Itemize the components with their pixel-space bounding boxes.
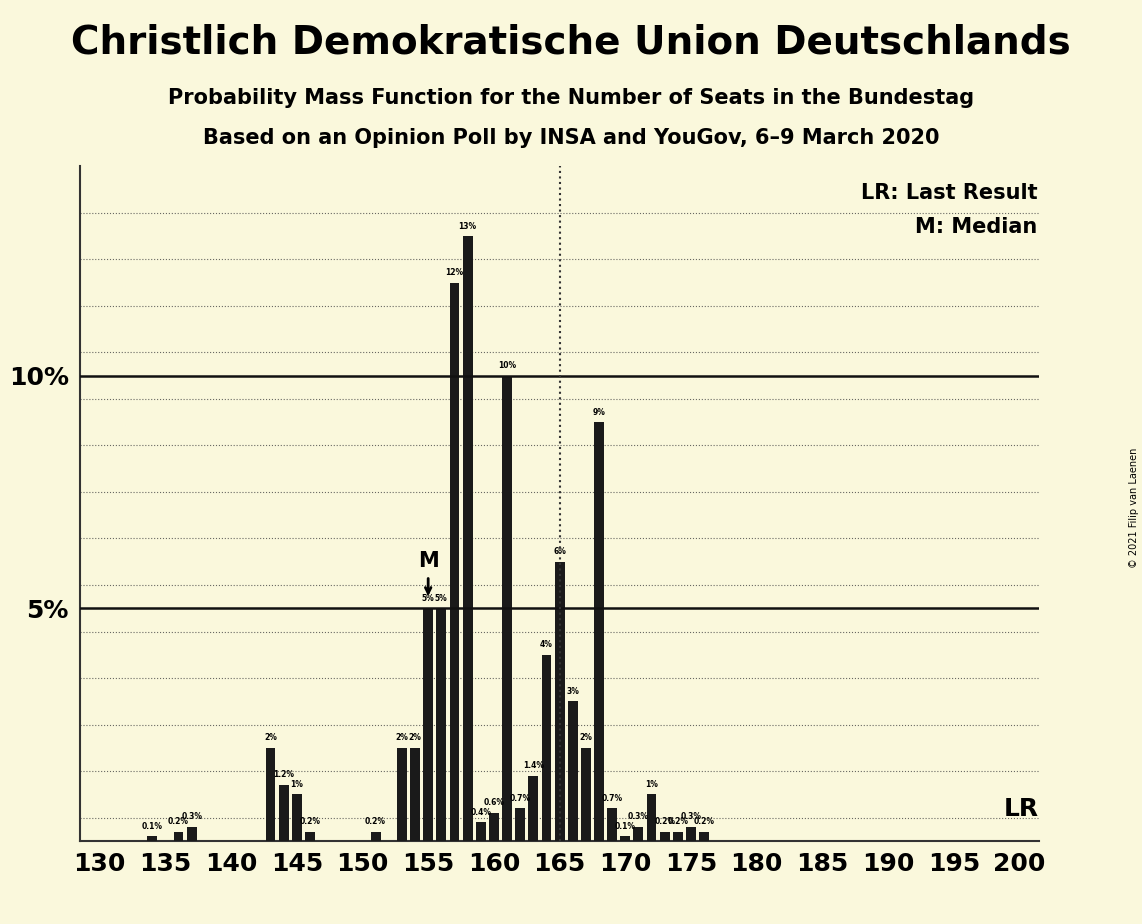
Text: 1.2%: 1.2% (273, 771, 295, 780)
Text: 2%: 2% (409, 734, 421, 742)
Text: 0.2%: 0.2% (365, 817, 386, 826)
Bar (594, 422, 604, 841)
Bar (266, 748, 275, 841)
Text: 0.2%: 0.2% (667, 817, 689, 826)
Text: © 2021 Filip van Laenen: © 2021 Filip van Laenen (1129, 448, 1139, 568)
Text: 0.3%: 0.3% (628, 812, 649, 821)
Text: Christlich Demokratische Union Deutschlands: Christlich Demokratische Union Deutschla… (71, 23, 1071, 61)
Bar (489, 813, 499, 841)
Text: 10%: 10% (498, 361, 516, 371)
Text: 1%: 1% (645, 780, 658, 789)
Bar (305, 832, 315, 841)
Text: 0.3%: 0.3% (182, 812, 202, 821)
Bar (581, 748, 590, 841)
Bar (371, 832, 380, 841)
Text: Probability Mass Function for the Number of Seats in the Bundestag: Probability Mass Function for the Number… (168, 88, 974, 108)
Bar (608, 808, 617, 841)
Bar (292, 795, 301, 841)
Text: 9%: 9% (593, 407, 605, 417)
Bar (568, 701, 578, 841)
Bar (186, 827, 196, 841)
Text: 12%: 12% (445, 268, 464, 277)
Bar (634, 827, 643, 841)
Bar (660, 832, 669, 841)
Text: 13%: 13% (459, 222, 476, 230)
Text: 0.3%: 0.3% (681, 812, 701, 821)
Text: M: Median: M: Median (915, 217, 1037, 237)
Text: 0.2%: 0.2% (299, 817, 321, 826)
Text: 0.4%: 0.4% (471, 808, 491, 817)
Bar (646, 795, 657, 841)
Bar (147, 836, 158, 841)
Text: LR: Last Result: LR: Last Result (861, 183, 1037, 203)
Text: 6%: 6% (553, 547, 566, 556)
Text: M: M (418, 551, 439, 571)
Text: LR: LR (1004, 796, 1039, 821)
Bar (463, 237, 473, 841)
Text: 3%: 3% (566, 687, 579, 696)
Text: 5%: 5% (435, 593, 448, 602)
Text: 0.2%: 0.2% (168, 817, 188, 826)
Text: 0.2%: 0.2% (654, 817, 675, 826)
Bar (279, 785, 289, 841)
Text: 2%: 2% (579, 734, 593, 742)
Bar (476, 822, 485, 841)
Text: 0.1%: 0.1% (614, 821, 636, 831)
Bar (529, 776, 538, 841)
Bar (502, 376, 512, 841)
Text: Based on an Opinion Poll by INSA and YouGov, 6–9 March 2020: Based on an Opinion Poll by INSA and You… (203, 128, 939, 148)
Text: 1.4%: 1.4% (523, 761, 544, 770)
Bar (620, 836, 630, 841)
Bar (555, 562, 564, 841)
Text: 2%: 2% (264, 734, 276, 742)
Bar (410, 748, 420, 841)
Text: 0.7%: 0.7% (602, 794, 622, 803)
Text: 4%: 4% (540, 640, 553, 650)
Text: 0.1%: 0.1% (142, 821, 162, 831)
Text: 0.2%: 0.2% (693, 817, 715, 826)
Bar (673, 832, 683, 841)
Bar (436, 608, 447, 841)
Bar (424, 608, 433, 841)
Bar (686, 827, 695, 841)
Text: 2%: 2% (395, 734, 409, 742)
Text: 0.7%: 0.7% (509, 794, 531, 803)
Bar (699, 832, 709, 841)
Bar (397, 748, 407, 841)
Bar (174, 832, 184, 841)
Bar (515, 808, 525, 841)
Bar (450, 283, 459, 841)
Text: 1%: 1% (290, 780, 304, 789)
Text: 5%: 5% (421, 593, 435, 602)
Text: 0.6%: 0.6% (483, 798, 505, 808)
Bar (541, 655, 552, 841)
